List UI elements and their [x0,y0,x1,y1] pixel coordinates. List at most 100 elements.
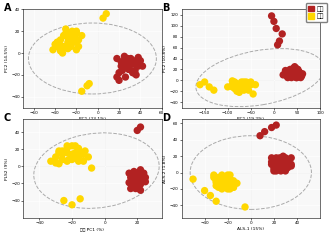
Point [65,36,71,40]
Point [64,159,70,163]
Point [73,154,78,158]
Point [89,166,94,170]
Point [271,162,277,166]
Point [72,40,77,44]
Point [248,80,253,84]
Point [277,166,282,169]
Point [248,83,253,87]
Point [232,80,237,84]
Point [86,82,92,85]
Point [219,187,224,191]
Point [277,158,282,161]
Point [288,164,294,168]
Point [277,39,282,43]
Point [141,178,147,182]
Point [100,16,106,20]
Point [291,72,296,76]
Point [287,74,293,78]
Point [298,76,303,80]
X-axis label: ALS-1 (15%): ALS-1 (15%) [237,227,264,231]
Point [66,36,72,40]
Point [234,83,240,87]
Point [269,162,274,166]
Point [274,169,279,173]
Point [257,134,263,138]
Point [225,173,230,177]
Point [74,48,79,52]
Point [79,34,84,37]
Point [269,14,274,18]
Point [283,161,288,165]
Point [250,92,256,96]
Point [60,158,65,161]
Point [280,32,285,36]
Point [128,62,133,66]
Point [76,45,81,48]
Point [122,55,127,58]
Point [84,84,90,88]
Point [58,49,63,53]
Point [227,177,233,181]
Point [135,176,140,180]
Point [234,181,240,185]
Point [138,125,143,129]
Point [65,47,71,51]
Point [223,176,228,179]
Point [63,27,68,31]
Point [277,156,282,160]
Point [136,64,141,68]
Point [280,73,286,77]
Point [140,174,145,178]
Point [130,185,135,189]
Point [214,199,219,203]
Point [56,162,62,166]
Point [64,146,70,150]
Point [244,85,249,89]
Point [74,32,79,35]
Point [122,64,127,68]
Point [116,78,122,82]
Point [241,88,247,92]
Point [285,76,290,80]
Point [285,72,290,76]
Point [128,182,133,185]
Point [197,83,203,87]
Point [73,151,78,154]
Point [292,72,297,76]
Point [119,69,125,72]
Point [223,177,228,181]
Point [234,89,240,93]
Point [292,70,297,74]
Point [81,159,86,163]
X-axis label: PC1 (23.1%): PC1 (23.1%) [79,117,106,121]
Point [69,153,75,156]
Point [68,45,74,48]
Point [246,88,251,92]
Point [278,158,283,161]
Point [135,175,140,179]
Point [128,176,133,179]
Point [298,73,303,77]
Point [140,64,145,68]
Point [285,161,290,165]
Point [216,176,221,179]
Point [202,189,207,192]
Point [135,128,140,132]
Point [294,76,300,80]
Point [114,57,119,60]
Point [135,58,140,62]
Point [126,171,132,175]
Point [143,176,148,179]
Point [231,185,236,189]
Point [219,181,224,185]
Point [65,40,71,44]
Point [73,155,78,159]
Point [63,32,68,35]
Point [280,160,286,164]
Point [70,29,75,33]
Point [138,173,143,177]
Point [274,27,279,30]
Point [216,179,221,183]
Point [269,160,274,164]
Point [285,158,290,161]
